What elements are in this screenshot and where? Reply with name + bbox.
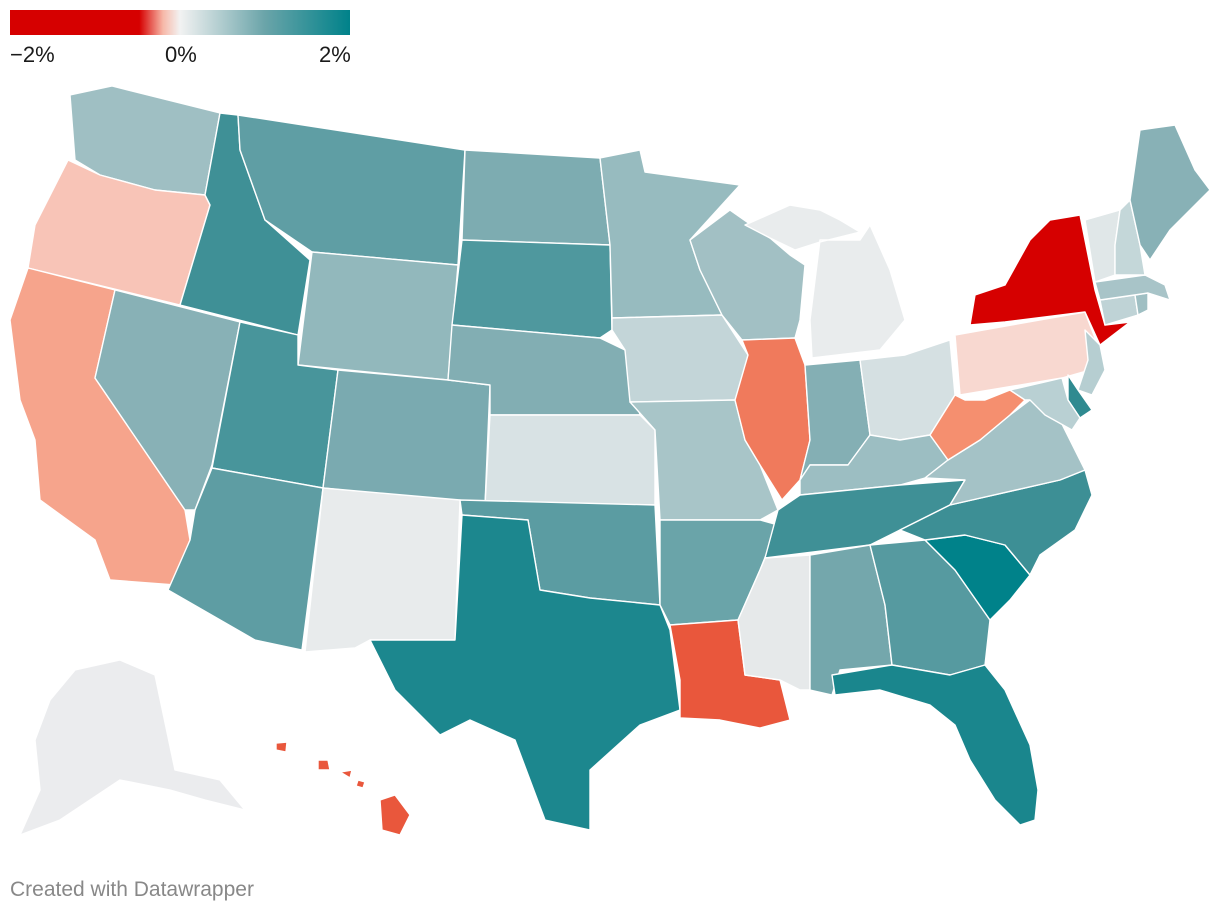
state-nj — [1077, 329, 1106, 396]
legend-gradient-bar — [10, 10, 350, 35]
state-mi — [744, 204, 906, 359]
legend-min-label: −2% — [10, 42, 55, 67]
state-il — [734, 337, 811, 501]
state-sd — [451, 239, 613, 339]
state-ia — [611, 314, 749, 403]
state-co — [322, 369, 491, 506]
state-tx — [369, 514, 681, 831]
state-de — [1067, 374, 1093, 419]
state-md — [1009, 377, 1081, 431]
credit-text: Created with Datawrapper — [10, 878, 254, 901]
legend-max-label: 2% — [319, 42, 351, 67]
state-nd — [461, 149, 611, 246]
state-nm — [304, 487, 461, 653]
state-ak — [19, 659, 246, 836]
us-choropleth-map — [9, 85, 1211, 836]
state-ks — [484, 414, 656, 506]
state-hi — [275, 741, 411, 836]
state-ri — [1134, 292, 1149, 316]
state-fl — [831, 664, 1039, 826]
state-me — [1129, 124, 1211, 261]
state-ny — [969, 214, 1131, 346]
color-legend: −2% 0% 2% — [10, 10, 351, 67]
state-wy — [297, 251, 459, 381]
legend-mid-label: 0% — [165, 42, 197, 67]
